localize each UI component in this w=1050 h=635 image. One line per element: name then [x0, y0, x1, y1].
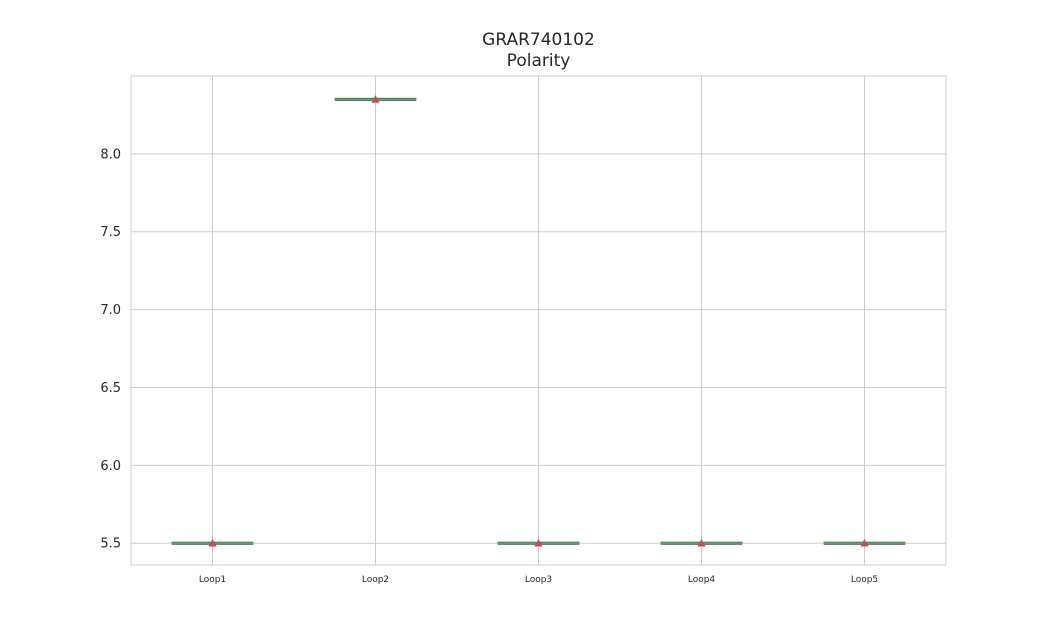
y-tick-label: 5.5 — [100, 537, 121, 552]
y-tick-label: 8.0 — [100, 147, 121, 162]
x-axis-ticks: Loop1 Loop2 Loop3 Loop4 Loop5 — [199, 575, 878, 585]
grid-lines — [131, 76, 946, 565]
mean-marker-loop2 — [371, 95, 380, 103]
chart-title-block: GRAR740102 Polarity — [0, 30, 1050, 72]
y-tick-label: 7.0 — [100, 303, 121, 318]
plot-frame — [130, 75, 947, 566]
chart-title: GRAR740102 — [482, 30, 595, 50]
mean-marker-loop3 — [534, 538, 543, 547]
x-tick-label: Loop2 — [362, 575, 389, 585]
x-tick-label: Loop4 — [688, 575, 716, 585]
y-tick-label: 6.0 — [100, 459, 121, 474]
mean-marker-loop1 — [208, 538, 217, 547]
mean-marker-loop4 — [697, 538, 706, 547]
x-tick-label: Loop5 — [851, 575, 878, 585]
mean-marker-loop5 — [860, 538, 869, 547]
y-tick-label: 6.5 — [100, 381, 121, 396]
y-axis-ticks: 5.5 6.0 6.5 7.0 7.5 8.0 — [100, 147, 121, 551]
box-marks — [171, 95, 906, 547]
chart-subtitle: Polarity — [506, 51, 571, 71]
x-tick-label: Loop1 — [199, 575, 226, 585]
y-tick-label: 7.5 — [100, 225, 121, 240]
x-tick-label: Loop3 — [525, 575, 552, 585]
